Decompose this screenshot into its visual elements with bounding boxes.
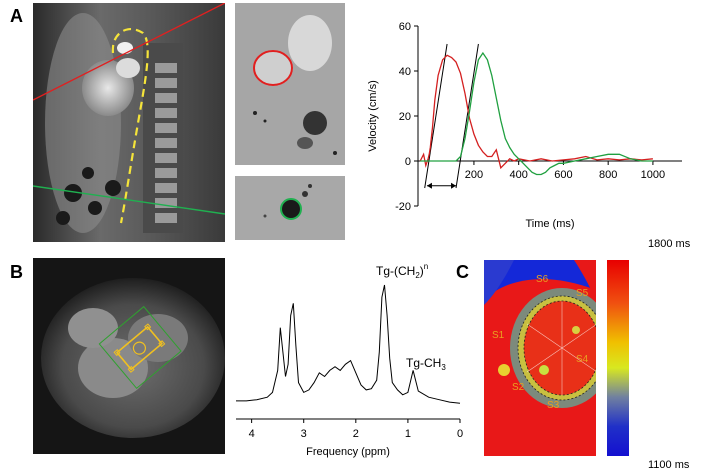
- velocity-x-tick-label: 400: [509, 169, 527, 181]
- segment-label-s2: S2: [512, 382, 525, 393]
- velocity-x-tick-label: 1000: [641, 169, 665, 181]
- peak-label-tg-ch2n: Tg-(CH2)n: [376, 262, 428, 280]
- velocity-y-tick-label: 20: [399, 111, 411, 123]
- velocity-x-axis-label: Time (ms): [525, 218, 574, 230]
- segment-label-s6: S6: [536, 274, 549, 285]
- t1-colorbar: [607, 260, 629, 456]
- transit-time-arrowhead-left: [426, 182, 432, 189]
- upslope-tangent-line: [424, 43, 448, 189]
- spectrum-plot-area: 4 3 2 1 0: [236, 284, 463, 440]
- upslope-tangent-line: [455, 43, 479, 189]
- sagittal-mri-image: [33, 3, 225, 242]
- panel-c-letter: C: [456, 262, 469, 282]
- peak-label-tg-ch3: Tg-CH3: [406, 356, 446, 372]
- velocity-y-tick-label: -20: [395, 201, 411, 213]
- mr-spectrum-line: [236, 284, 461, 404]
- spectrum-x-tick-label: 1: [405, 428, 411, 440]
- colorbar-max-label: 1800 ms: [648, 238, 691, 250]
- segment-label-s3: S3: [547, 400, 560, 411]
- spectrum-x-tick-label: 0: [457, 428, 463, 440]
- velocity-y-tick-label: 40: [399, 66, 411, 78]
- velocity-x-tick-label: 200: [465, 169, 483, 181]
- spectrum-x-tick-label: 3: [301, 428, 307, 440]
- spectrum-x-tick-label: 2: [353, 428, 359, 440]
- spectrum-x-axis-label: Frequency (ppm): [306, 446, 390, 458]
- velocity-y-tick-label: 60: [399, 21, 411, 33]
- t1-map-image: S1 S2 S3 S4 S5 S6: [484, 260, 596, 456]
- ascending-aorta-velocity-curve: [419, 54, 653, 170]
- transit-time-arrowhead-right: [451, 182, 457, 189]
- velocity-x-tick-label: 600: [554, 169, 572, 181]
- segment-label-s1: S1: [492, 330, 505, 341]
- four-chamber-mri-image: [33, 258, 225, 454]
- descending-aorta-velocity-curve: [420, 51, 653, 176]
- panel-b-letter: B: [10, 262, 23, 282]
- spectrum-chart: 4 3 2 1 0 Tg-(CH2)n Tg-CH3 Frequency (ppm): [236, 262, 463, 458]
- velocity-y-axis-label: Velocity (cm/s): [367, 80, 379, 152]
- velocity-chart: -20 0 20 40 60 200 400 600 800 1000 Velocity (cm/…: [367, 21, 682, 230]
- velocity-x-tick-label: 800: [599, 169, 617, 181]
- velocity-plot-area: -20 0 20 40 60 200 400 600 800 1000: [395, 21, 682, 213]
- colorbar-min-label: 1100 ms: [648, 459, 690, 471]
- spectrum-x-tick-label: 4: [249, 428, 255, 440]
- panel-a-letter: A: [10, 6, 23, 26]
- segment-label-s4: S4: [576, 354, 589, 365]
- ascending-aorta-slice-image: [235, 3, 345, 165]
- descending-aorta-slice-image: [235, 176, 345, 240]
- segment-label-s5: S5: [576, 288, 589, 299]
- velocity-y-tick-label: 0: [405, 156, 411, 168]
